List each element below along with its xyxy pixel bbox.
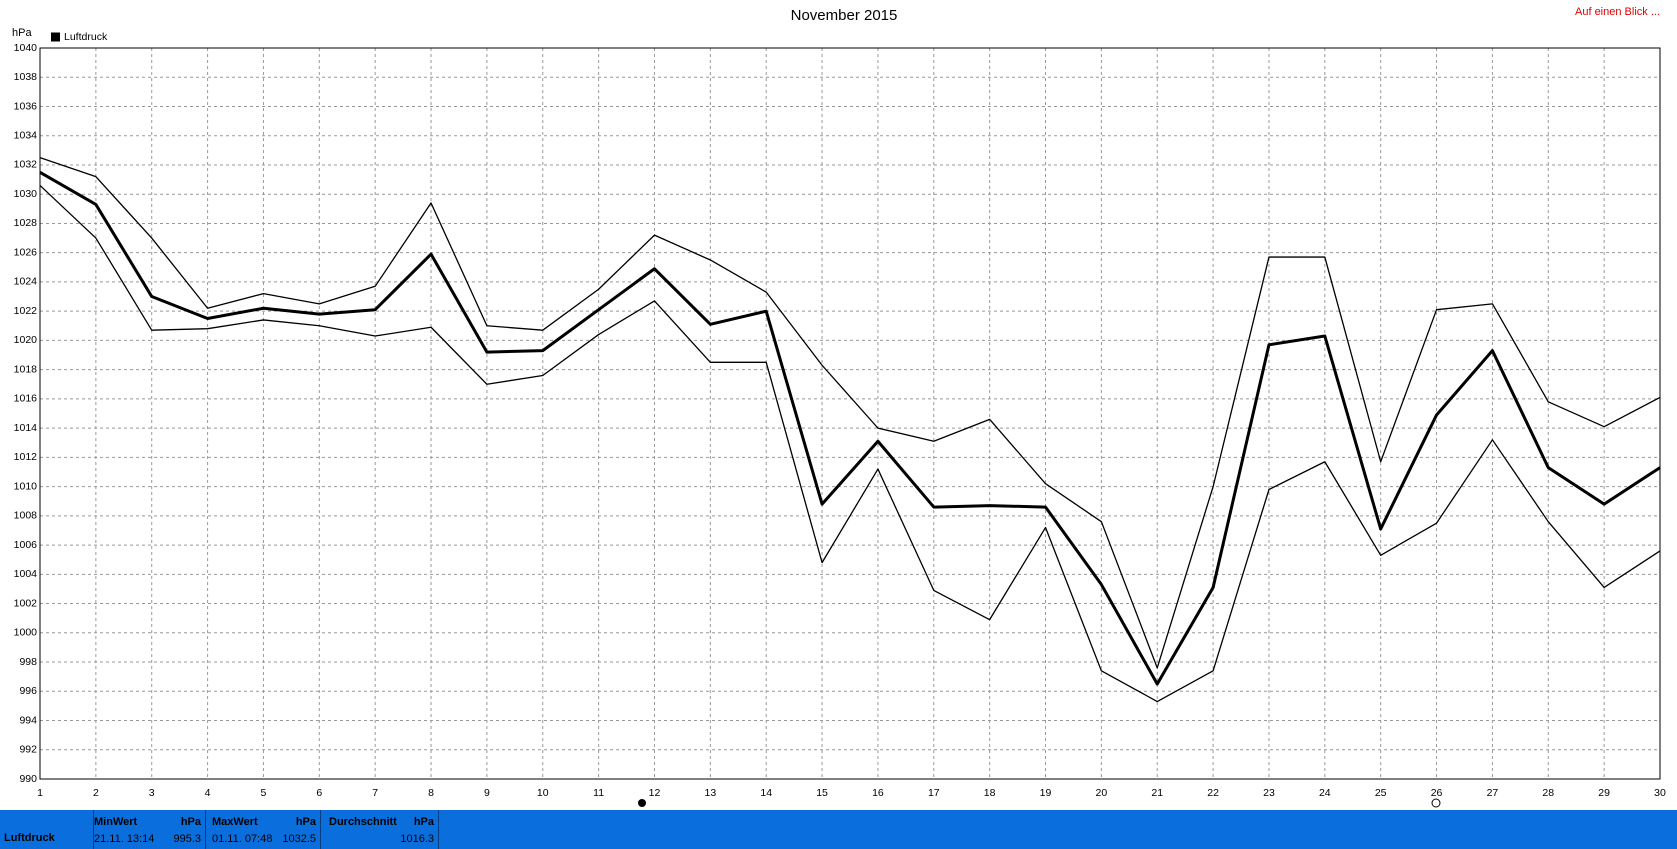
summary-bar: Luftdruck MinWert hPa 21.11. 13:14 995.3… [0,810,1677,849]
x-tick-label: 3 [149,787,155,799]
series-line [39,157,1661,669]
x-tick-label: 2 [93,787,99,799]
x-tick-label: 9 [484,787,490,799]
y-tick-label: 1018 [14,363,38,375]
y-unit: hPa [12,27,32,39]
y-tick-label: 992 [19,744,37,756]
max-title: MaxWert [212,816,258,828]
min-unit: hPa [180,816,201,828]
x-tick-label: 17 [928,787,940,799]
link[interactable]: Auf einen Blick ... [1575,6,1660,18]
x-tick-label: 23 [1263,787,1275,799]
min-time: 21.11. 13:14 [94,833,155,845]
x-tick-label: 12 [649,787,661,799]
x-tick-label: 22 [1207,787,1219,799]
avg-value: 1016.3 [400,833,434,845]
avg-title: Durchschnitt [329,816,397,828]
x-tick-label: 25 [1375,787,1387,799]
y-tick-label: 1020 [14,334,38,346]
x-tick-label: 29 [1598,787,1610,799]
y-tick-label: 994 [19,714,37,726]
x-tick-label: 21 [1151,787,1163,799]
legend-label: Luftdruck [64,31,108,43]
x-tick-label: 28 [1542,787,1554,799]
max-unit: hPa [295,816,316,828]
y-tick-label: 1036 [14,100,38,112]
summary-label-cell: Luftdruck [0,810,94,849]
y-tick-label: 1014 [14,422,38,434]
summary-label: Luftdruck [4,832,55,844]
x-tick-label: 26 [1431,787,1443,799]
x-tick-label: 7 [372,787,378,799]
avg-unit: hPa [413,816,434,828]
x-tick-label: 18 [984,787,996,799]
x-tick-label: 4 [205,787,211,799]
y-tick-label: 1010 [14,480,38,492]
avg-cell: Durchschnitt hPa 1016.3 [321,810,439,849]
y-tick-label: 1012 [14,451,38,463]
x-tick-label: 20 [1096,787,1108,799]
min-cell: MinWert hPa 21.11. 13:14 995.3 [94,810,206,849]
x-tick-label: 11 [593,787,604,799]
x-tick-label: 1 [37,787,43,799]
y-tick-label: 1032 [14,159,38,171]
y-tick-label: 1016 [14,393,38,405]
y-tick-label: 1040 [14,42,38,54]
y-tick-label: 1034 [14,130,38,142]
series-line [39,184,1661,703]
y-tick-label: 1000 [14,627,38,639]
x-tick-label: 5 [261,787,267,799]
x-tick-label: 24 [1319,787,1331,799]
chart-title: November 2015 [791,7,898,24]
x-tick-label: 14 [760,787,772,799]
marker-icon [1431,798,1441,808]
y-tick-label: 1006 [14,539,38,551]
y-tick-label: 996 [19,685,37,697]
max-time: 01.11. 07:48 [212,833,273,845]
chart: November 2015 Auf einen Blick ... hPa 99… [12,6,1666,808]
max-cell: MaxWert hPa 01.11. 07:48 1032.5 [206,810,321,849]
x-tick-label: 10 [537,787,549,799]
series-line [39,170,1661,686]
x-tick-label: 13 [705,787,717,799]
y-tick-label: 1022 [14,305,38,317]
marker-icon [638,799,646,807]
x-tick-label: 19 [1040,787,1052,799]
y-tick-label: 1038 [14,71,38,83]
legend-swatch [51,32,60,42]
x-tick-label: 16 [872,787,884,799]
min-value: 995.3 [173,833,201,845]
x-tick-label: 6 [316,787,322,799]
x-tick-label: 8 [428,787,434,799]
max-value: 1032.5 [282,833,316,845]
x-tick-label: 15 [816,787,828,799]
y-tick-label: 1026 [14,246,38,258]
y-tick-label: 1028 [14,217,38,229]
y-tick-label: 998 [19,656,37,668]
y-tick-label: 990 [19,773,37,785]
x-tick-label: 27 [1487,787,1499,799]
y-tick-label: 1004 [14,568,38,580]
y-tick-label: 1002 [14,597,38,609]
x-tick-label: 30 [1654,787,1666,799]
y-tick-label: 1008 [14,510,38,522]
min-title: MinWert [94,816,138,828]
y-tick-label: 1024 [14,276,38,288]
plot-frame [39,47,1661,780]
y-tick-label: 1030 [14,188,38,200]
